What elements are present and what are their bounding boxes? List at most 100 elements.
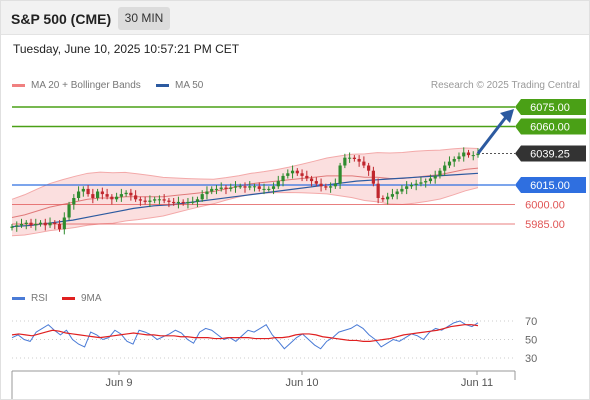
candle-body: [176, 201, 181, 204]
candle-body: [143, 200, 147, 202]
legend-ma50: MA 50: [156, 80, 203, 91]
candle: [262, 183, 266, 195]
candle-body: [48, 222, 52, 226]
candle-body: [348, 157, 352, 159]
candle: [115, 192, 119, 202]
candle: [24, 220, 28, 230]
candle: [305, 170, 309, 182]
candle: [328, 182, 333, 193]
candle: [219, 182, 223, 192]
candle: [309, 175, 314, 187]
candle-body: [328, 186, 333, 188]
candle-body: [305, 175, 309, 179]
candle-body: [24, 222, 28, 224]
candle: [447, 156, 452, 169]
candle-body: [243, 186, 247, 188]
candle-body: [110, 196, 114, 200]
candle-body: [262, 188, 266, 190]
candle-body: [181, 201, 185, 204]
candle-body: [119, 194, 123, 197]
level-label-text: 5985.00: [525, 219, 565, 231]
candle-body: [414, 183, 418, 185]
candle: [338, 162, 342, 189]
level-label-resistance: 6060.00: [515, 118, 586, 135]
candle: [95, 188, 100, 201]
candle: [143, 196, 147, 205]
candle-body: [157, 199, 162, 201]
bollinger-upper-line: [11, 147, 479, 200]
candle: [419, 177, 423, 187]
candle: [119, 188, 123, 202]
forecast-arrow-shaft: [476, 116, 508, 155]
candle: [76, 186, 81, 201]
candle-body: [362, 161, 366, 166]
candle: [314, 177, 318, 187]
candle-body: [300, 173, 304, 176]
candle-body: [476, 153, 480, 156]
candle-body: [162, 199, 166, 201]
forecast-arrow-head: [500, 109, 514, 123]
candle: [357, 155, 361, 167]
candle: [343, 153, 347, 169]
candle: [428, 174, 433, 184]
candle-body: [352, 157, 356, 159]
candle: [367, 162, 371, 176]
candle: [281, 173, 285, 187]
candle-body: [338, 165, 342, 184]
candle-body: [462, 152, 466, 157]
header-bar: S&P 500 (CME) 30 MIN: [0, 0, 590, 35]
candle-body: [371, 170, 375, 184]
candle-body: [195, 199, 200, 202]
legend-ma50-label: MA 50: [175, 80, 204, 91]
candle-body: [428, 178, 433, 182]
legend-rsi-label: RSI: [31, 293, 48, 304]
legend-bollinger-label: MA 20 + Bollinger Bands: [31, 80, 141, 91]
candle-body: [172, 201, 176, 204]
candle: [471, 151, 475, 161]
candle: [72, 194, 76, 210]
candle-body: [19, 224, 24, 226]
candle: [10, 224, 14, 231]
candle-body: [238, 186, 242, 188]
candle: [290, 165, 295, 179]
candle-body: [100, 191, 104, 195]
level-label-resistance: 6075.00: [515, 99, 586, 115]
candle-body: [15, 225, 19, 227]
ma50-line: [11, 172, 479, 228]
candle-body: [419, 182, 423, 184]
candle: [62, 212, 66, 235]
candle-body: [38, 222, 43, 224]
candle-body: [443, 165, 447, 171]
candle-body: [210, 188, 214, 192]
candle-body: [290, 170, 295, 174]
rsi-line: [11, 320, 479, 350]
candle: [295, 168, 299, 176]
candle: [319, 178, 323, 192]
candle: [134, 190, 138, 202]
candle-body: [324, 186, 328, 188]
candle: [38, 220, 43, 227]
candle-body: [447, 161, 452, 166]
candle: [286, 169, 290, 179]
timeframe-button[interactable]: 30 MIN: [118, 7, 170, 30]
candle-body: [452, 159, 456, 162]
candle: [15, 221, 19, 232]
candle-body: [200, 194, 204, 200]
candle: [172, 198, 176, 206]
candle: [324, 183, 328, 191]
candle-body: [62, 217, 66, 230]
candle-body: [257, 186, 261, 189]
candle-body: [205, 191, 209, 195]
candle-body: [81, 188, 85, 192]
level-label-box: [515, 145, 586, 162]
candle: [157, 195, 162, 205]
candle: [57, 220, 62, 232]
candle: [233, 181, 238, 193]
candle: [443, 161, 447, 176]
candle-body: [381, 198, 385, 200]
candle-body: [105, 194, 109, 197]
candle-body: [148, 200, 152, 202]
candle: [438, 168, 442, 179]
candle: [186, 198, 190, 209]
candle-body: [405, 186, 409, 189]
